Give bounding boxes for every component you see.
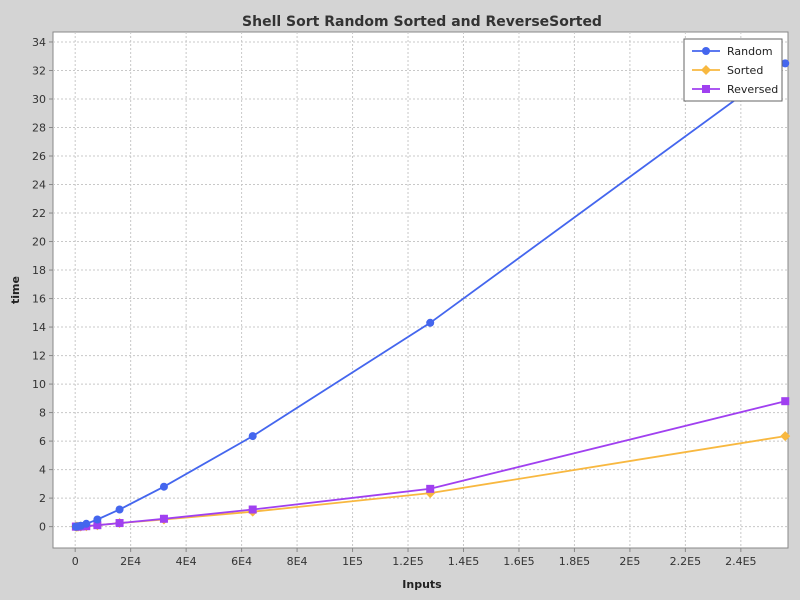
- legend-marker-random: [702, 47, 710, 55]
- grid-layer: [53, 32, 788, 548]
- y-tick-label: 28: [32, 122, 46, 135]
- axis-layer: 0 2E4 4E4 6E4 8E4 1E5 1.2E5 1.4E5 1.6E5 1.8E5 2E5 2…: [32, 36, 757, 568]
- data-point-random: [93, 515, 102, 524]
- data-point-random: [426, 318, 435, 327]
- x-tick-label: 6E4: [231, 555, 252, 568]
- x-tick-label: 1.6E5: [503, 555, 534, 568]
- y-tick-label: 4: [39, 464, 46, 477]
- plot-area: [52, 31, 789, 549]
- y-tick-label: 24: [32, 179, 46, 192]
- y-tick-label: 12: [32, 350, 46, 363]
- x-tick-label: 2.2E5: [670, 555, 701, 568]
- legend-label-reversed: Reversed: [727, 83, 778, 96]
- legend-items: Random Sorted Reversed: [692, 45, 778, 96]
- y-tick-label: 2: [39, 492, 46, 505]
- y-tick-label: 6: [39, 435, 46, 448]
- data-point-reversed: [93, 521, 102, 530]
- x-tick-label: 1E5: [342, 555, 363, 568]
- y-tick-label: 34: [32, 36, 46, 49]
- y-tick-label: 20: [32, 236, 46, 249]
- legend: Random Sorted Reversed: [683, 38, 783, 102]
- x-tick-label: 2E4: [120, 555, 141, 568]
- y-axis-label: time: [9, 276, 22, 304]
- x-tick-label: 0: [72, 555, 79, 568]
- y-tick-label: 18: [32, 264, 46, 277]
- data-point-random: [159, 482, 168, 491]
- series-layer: [70, 59, 791, 532]
- x-tick-label: 8E4: [287, 555, 308, 568]
- data-point-reversed: [248, 505, 257, 514]
- legend-marker-reversed: [702, 85, 710, 93]
- chart-title: Shell Sort Random Sorted and ReverseSort…: [242, 14, 602, 30]
- x-tick-label: 1.8E5: [559, 555, 590, 568]
- data-point-random: [82, 519, 91, 528]
- y-tick-label: 22: [32, 207, 46, 220]
- y-tick-label: 30: [32, 93, 46, 106]
- y-tick-label: 0: [39, 521, 46, 534]
- y-tick-label: 16: [32, 293, 46, 306]
- x-tick-label: 2.4E5: [725, 555, 756, 568]
- x-tick-label: 2E5: [619, 555, 640, 568]
- x-tick-label: 1.4E5: [448, 555, 479, 568]
- data-point-reversed: [159, 514, 168, 523]
- y-tick-label: 10: [32, 378, 46, 391]
- y-tick-label: 32: [32, 64, 46, 77]
- x-axis-label: Inputs: [402, 578, 442, 591]
- y-tick-label: 8: [39, 407, 46, 420]
- legend-marker-sorted: [701, 65, 711, 75]
- data-point-sorted: [780, 431, 791, 442]
- legend-label-sorted: Sorted: [727, 64, 763, 77]
- x-tick-label: 1.2E5: [392, 555, 423, 568]
- series-random: [71, 59, 790, 531]
- data-point-reversed: [115, 519, 124, 528]
- legend-label-random: Random: [727, 45, 773, 58]
- y-tick-label: 26: [32, 150, 46, 163]
- data-point-random: [248, 432, 257, 441]
- data-point-reversed: [426, 484, 435, 493]
- x-tick-label: 4E4: [176, 555, 197, 568]
- data-point-random: [115, 505, 124, 514]
- data-point-random: [781, 59, 790, 68]
- data-point-reversed: [781, 397, 790, 406]
- y-tick-label: 14: [32, 321, 46, 334]
